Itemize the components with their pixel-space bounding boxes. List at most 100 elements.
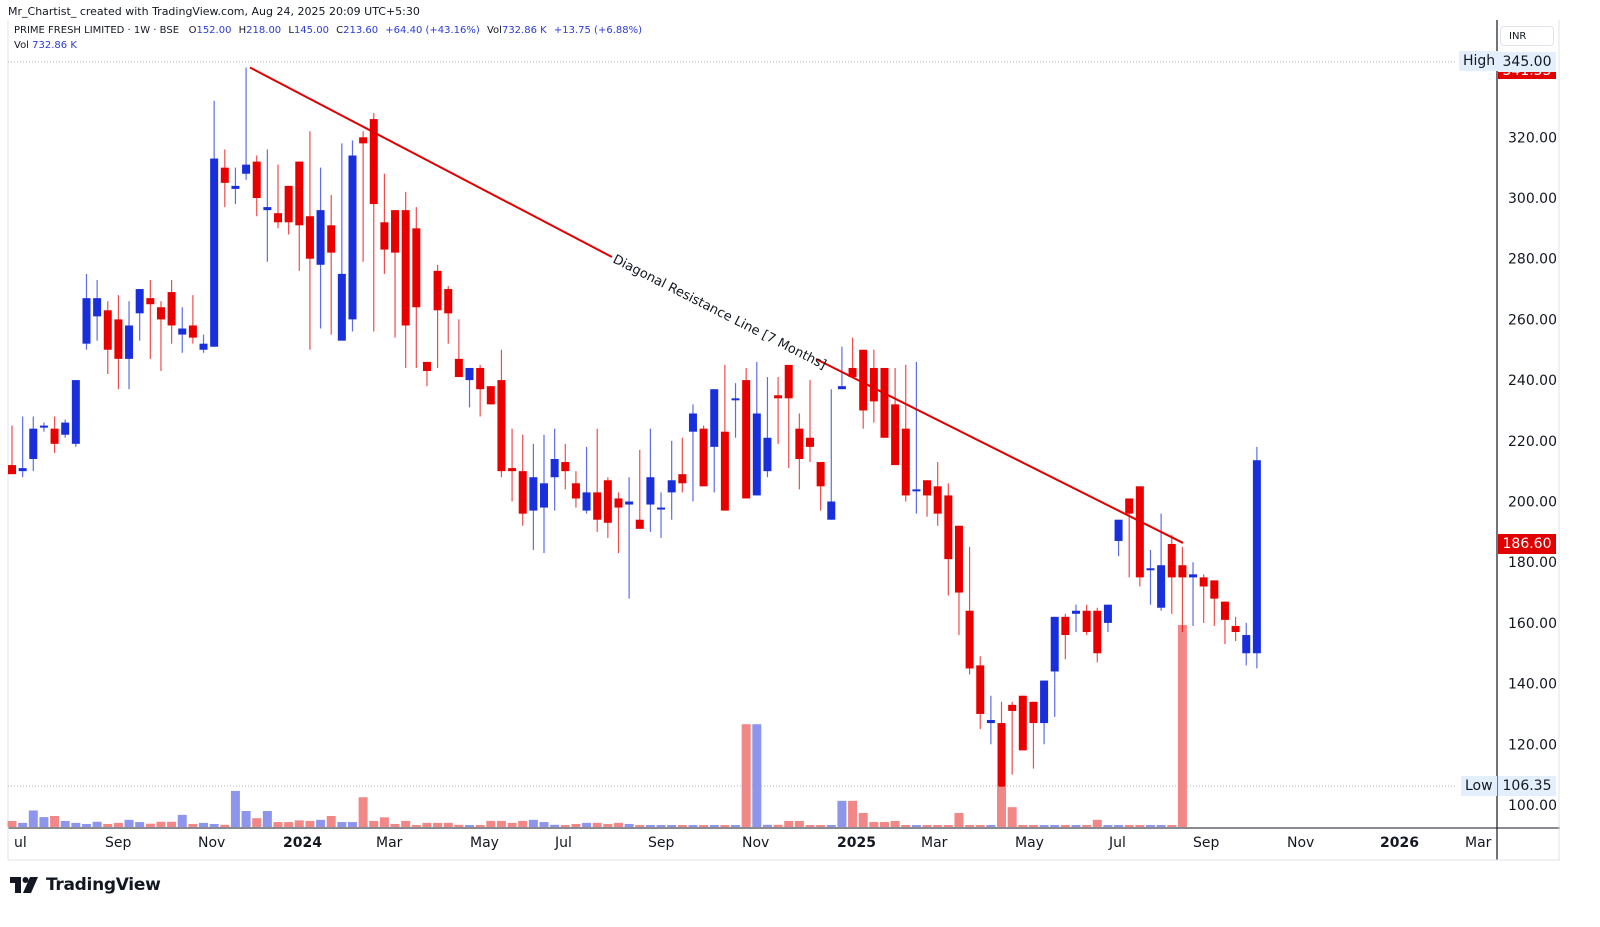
candle-body bbox=[369, 119, 378, 205]
candle-body bbox=[295, 161, 304, 226]
volume-bar bbox=[1060, 825, 1070, 827]
volume-bar bbox=[752, 724, 762, 827]
volume-bar bbox=[305, 820, 315, 827]
volume-bar bbox=[1082, 825, 1092, 827]
candle-body bbox=[231, 185, 240, 189]
candle-body bbox=[93, 298, 102, 317]
volume-bar bbox=[507, 822, 517, 827]
volume-bar bbox=[113, 822, 123, 827]
candle-body bbox=[593, 492, 602, 520]
volume-bar bbox=[826, 825, 836, 827]
candle-body bbox=[625, 501, 634, 505]
candle-body bbox=[806, 437, 814, 447]
symbol-label[interactable]: PRIME FRESH LIMITED · 1W · BSE bbox=[14, 25, 180, 36]
candle-body bbox=[1050, 616, 1059, 672]
time-tick: 2024 bbox=[283, 835, 322, 851]
candle-body bbox=[284, 185, 293, 223]
candle-body bbox=[603, 480, 612, 523]
candle-body bbox=[39, 425, 48, 428]
tradingview-brand: TradingView bbox=[46, 875, 161, 895]
time-tick: May bbox=[470, 835, 499, 851]
candle-body bbox=[731, 398, 740, 401]
volume-bar bbox=[454, 824, 464, 827]
volume-bar bbox=[624, 823, 634, 827]
volume-bar bbox=[954, 812, 964, 827]
volume-bar bbox=[1114, 825, 1124, 827]
candle-body bbox=[891, 404, 900, 466]
volume-bar bbox=[230, 790, 240, 827]
candle-body bbox=[1252, 460, 1261, 654]
trendline[interactable] bbox=[249, 66, 613, 258]
trendline[interactable] bbox=[815, 358, 1184, 544]
volume-bar bbox=[294, 820, 304, 827]
volume-bar bbox=[1071, 825, 1081, 827]
volume-bar bbox=[50, 815, 60, 827]
volume-bar bbox=[486, 820, 496, 827]
volume-bar bbox=[241, 811, 251, 827]
volume-bar bbox=[156, 821, 166, 827]
time-tick: Mar bbox=[921, 835, 948, 851]
candle-body bbox=[1189, 574, 1198, 578]
volume-bar bbox=[262, 811, 272, 827]
tradingview-logo[interactable]: TradingView bbox=[10, 872, 161, 898]
volume-bar bbox=[837, 800, 847, 827]
candle-body bbox=[167, 292, 176, 326]
volume-bar bbox=[273, 822, 283, 827]
open-value: 152.00 bbox=[196, 25, 232, 36]
candle-body bbox=[933, 486, 942, 514]
candle-body bbox=[1210, 580, 1219, 599]
volume-bar bbox=[784, 820, 794, 827]
candle-body bbox=[1008, 704, 1017, 711]
candle-body bbox=[848, 367, 857, 378]
volume-bar bbox=[103, 823, 113, 827]
candle-body bbox=[954, 525, 963, 593]
volume-bar bbox=[177, 814, 187, 827]
candle-body bbox=[635, 519, 644, 529]
volume-bar bbox=[401, 820, 411, 827]
candle-body bbox=[29, 428, 38, 460]
candle-body bbox=[720, 431, 729, 511]
volume-bar bbox=[39, 817, 49, 827]
volume-bar bbox=[911, 825, 921, 827]
candle-body bbox=[71, 380, 80, 444]
candle-body bbox=[880, 367, 889, 438]
volume-bar bbox=[1124, 825, 1134, 827]
volume-indicator-label[interactable]: Vol bbox=[14, 40, 29, 51]
volume-bar bbox=[933, 825, 943, 827]
candle-body bbox=[614, 498, 623, 508]
hidden-price-label: 341.55 bbox=[1498, 70, 1556, 79]
high-value-label: 345.00 bbox=[1498, 52, 1556, 72]
volume-bar bbox=[677, 825, 687, 827]
vol-change-value: +13.75 (+6.88%) bbox=[553, 25, 643, 36]
candle-body bbox=[944, 495, 953, 560]
volume-bar bbox=[1145, 825, 1155, 827]
candle-body bbox=[178, 328, 187, 335]
volume-bar bbox=[613, 822, 623, 827]
candle-body bbox=[1114, 519, 1123, 541]
volume-bar bbox=[209, 823, 219, 827]
volume-bar bbox=[433, 822, 443, 827]
volume-bar bbox=[422, 822, 432, 827]
candle-body bbox=[1220, 601, 1229, 620]
volume-bar bbox=[1050, 825, 1060, 827]
volume-bar bbox=[1177, 625, 1187, 827]
volume-bar bbox=[1018, 825, 1028, 827]
currency-selector[interactable]: INR bbox=[1500, 26, 1554, 46]
close-value: 213.60 bbox=[343, 25, 379, 36]
candle-body bbox=[18, 468, 27, 472]
volume-bar bbox=[167, 821, 177, 827]
volume-bar bbox=[1103, 825, 1113, 827]
candle-body bbox=[220, 167, 229, 183]
volume-bar bbox=[656, 825, 666, 827]
time-tick: 2026 bbox=[1380, 835, 1419, 851]
time-tick: Jul bbox=[554, 835, 572, 851]
volume-bar bbox=[709, 825, 719, 827]
candle-body bbox=[540, 483, 548, 508]
volume-bar bbox=[1039, 825, 1049, 827]
candle-body bbox=[646, 477, 655, 505]
volume-bar bbox=[603, 823, 613, 827]
candle-body bbox=[837, 386, 846, 390]
candle-body bbox=[412, 228, 421, 308]
chart-credit: Mr_Chartist_ created with TradingView.co… bbox=[8, 5, 420, 18]
